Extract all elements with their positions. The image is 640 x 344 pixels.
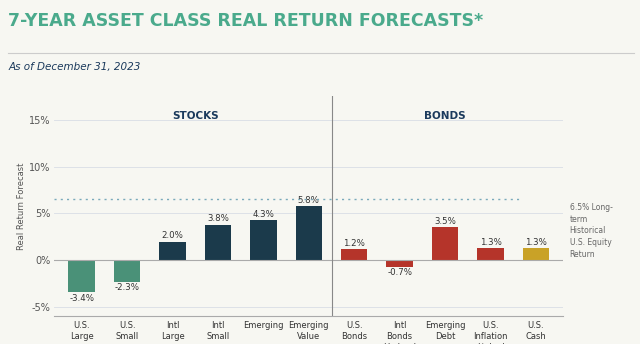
Text: 1.3%: 1.3% (479, 238, 502, 247)
Text: 3.8%: 3.8% (207, 214, 229, 223)
Text: -0.7%: -0.7% (387, 268, 412, 277)
Text: 6.5% Long-
term
Historical
U.S. Equity
Return: 6.5% Long- term Historical U.S. Equity R… (570, 203, 612, 259)
Text: 7-YEAR ASSET CLASS REAL RETURN FORECASTS*: 7-YEAR ASSET CLASS REAL RETURN FORECASTS… (8, 12, 484, 30)
Text: 2.0%: 2.0% (161, 231, 184, 240)
Text: 3.5%: 3.5% (434, 217, 456, 226)
Bar (159, 241, 186, 260)
Bar (205, 225, 231, 260)
Bar (68, 260, 95, 292)
Bar (341, 249, 367, 260)
Text: -3.4%: -3.4% (69, 293, 94, 302)
Text: STOCKS: STOCKS (172, 111, 218, 121)
Bar (250, 220, 276, 260)
Bar (114, 260, 140, 282)
Bar (387, 260, 413, 267)
Y-axis label: Real Return Forecast: Real Return Forecast (17, 163, 26, 250)
Text: -2.3%: -2.3% (115, 283, 140, 292)
Text: 4.3%: 4.3% (252, 209, 275, 218)
Text: BONDS: BONDS (424, 111, 466, 121)
Text: As of December 31, 2023: As of December 31, 2023 (8, 62, 141, 72)
Bar (477, 248, 504, 260)
Bar (432, 227, 458, 260)
Text: 5.8%: 5.8% (298, 195, 320, 205)
Bar (296, 206, 322, 260)
Text: 1.3%: 1.3% (525, 238, 547, 247)
Bar (523, 248, 549, 260)
Text: 1.2%: 1.2% (343, 239, 365, 248)
